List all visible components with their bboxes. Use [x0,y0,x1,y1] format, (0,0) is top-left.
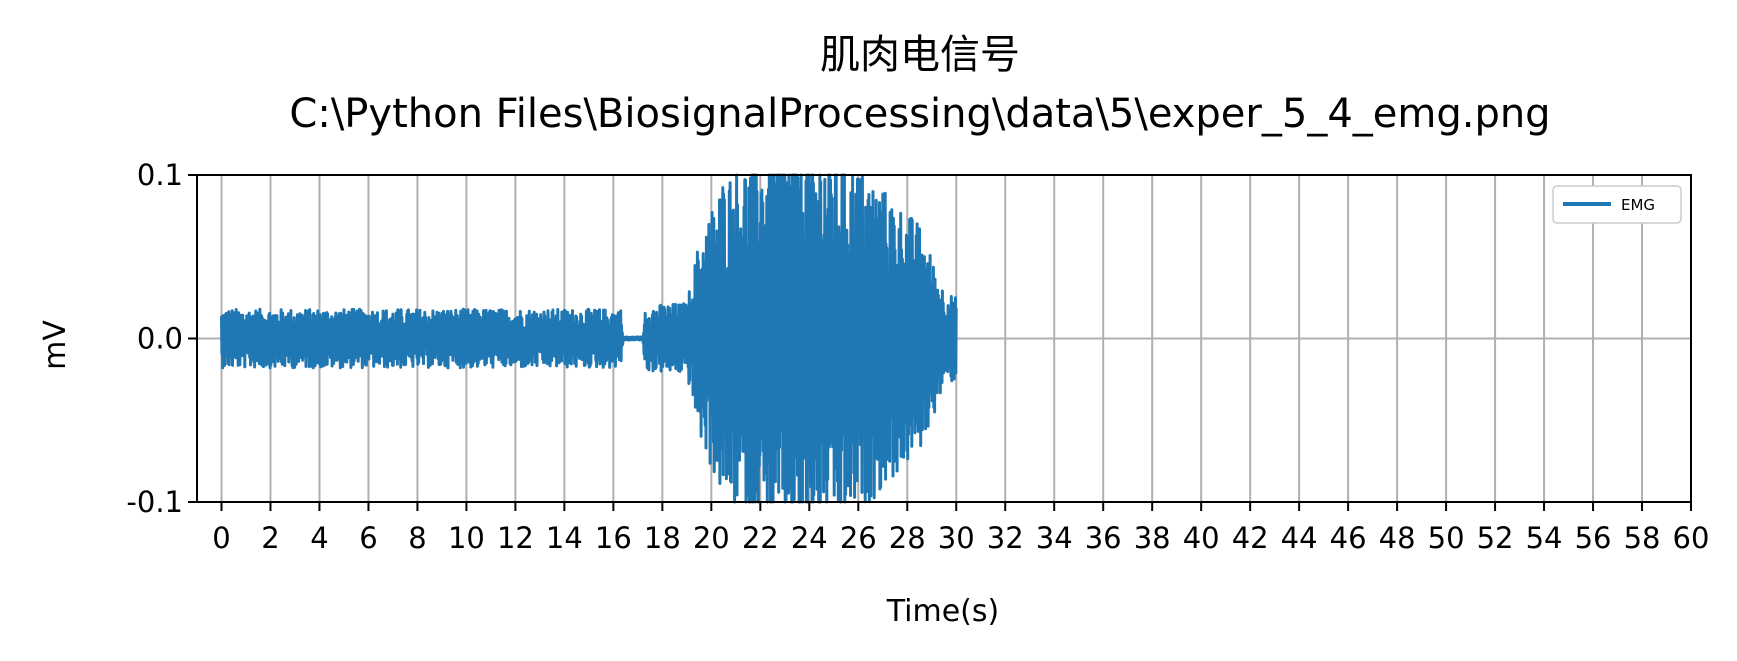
x-tick-label: 0 [212,521,230,555]
x-tick-label: 6 [359,521,377,555]
x-axis-ticks: 0 2 4 6 8 10 12 14 16 18 20 22 24 26 28 30 32 34 36 38 40 42 4… [212,502,1709,555]
x-axis-label: Time(s) [886,594,999,629]
legend: EMG [1552,185,1682,224]
y-tick-label: -0.1 [126,485,183,519]
x-tick-label: 32 [987,521,1024,555]
x-tick-label: 28 [889,521,926,555]
x-tick-label: 30 [938,521,975,555]
y-tick-label: 0.0 [137,322,183,356]
x-tick-label: 20 [693,521,730,555]
legend-label-emg: EMG [1621,196,1655,214]
y-tick-label: 0.1 [137,158,183,192]
series-line-emg [220,173,958,504]
x-tick-label: 8 [408,521,426,555]
x-tick-label: 14 [546,521,583,555]
x-tick-label: 40 [1183,521,1220,555]
x-tick-label: 16 [595,521,632,555]
x-tick-label: 44 [1281,521,1318,555]
x-tick-label: 50 [1428,521,1465,555]
x-tick-label: 34 [1036,521,1073,555]
x-tick-label: 10 [448,521,485,555]
x-tick-label: 4 [310,521,328,555]
emg-series [220,173,958,504]
x-tick-label: 2 [261,521,279,555]
x-tick-label: 26 [840,521,877,555]
x-tick-label: 42 [1232,521,1269,555]
x-tick-label: 36 [1085,521,1122,555]
chart-subtitle: C:\Python Files\BiosignalProcessing\data… [289,91,1550,137]
x-tick-label: 52 [1477,521,1514,555]
x-tick-label: 56 [1575,521,1612,555]
x-tick-label: 60 [1673,521,1710,555]
x-tick-label: 48 [1379,521,1416,555]
x-tick-label: 12 [497,521,534,555]
chart-title: 肌肉电信号 [820,32,1020,78]
legend-box [1552,185,1682,224]
y-axis-ticks: 0.1 0.0 -0.1 [126,158,197,519]
x-tick-label: 46 [1330,521,1367,555]
y-axis-label: mV [38,320,73,370]
x-tick-label: 58 [1624,521,1661,555]
x-tick-label: 24 [791,521,828,555]
x-tick-label: 54 [1526,521,1563,555]
x-tick-label: 38 [1134,521,1171,555]
x-tick-label: 18 [644,521,681,555]
x-tick-label: 22 [742,521,779,555]
